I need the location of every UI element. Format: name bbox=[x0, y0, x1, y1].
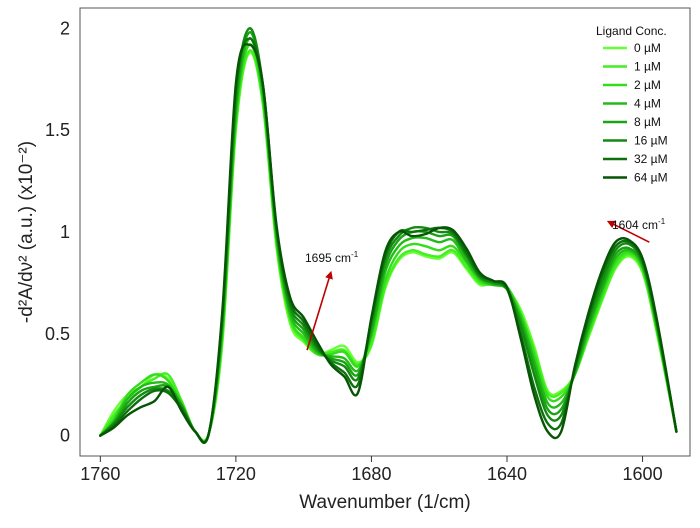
y-tick-label-0: 0 bbox=[60, 426, 70, 446]
series-line-7 bbox=[99, 43, 678, 444]
legend-label-7: 64 µM bbox=[634, 171, 668, 185]
legend-label-1: 1 µM bbox=[634, 60, 661, 74]
legend-label-5: 16 µM bbox=[634, 134, 668, 148]
y-axis-title: -d²A/dν² (a.u.) (x10⁻²) bbox=[16, 141, 37, 323]
x-axis-title: Wavenumber (1/cm) bbox=[299, 492, 470, 513]
y-tick-label-4: 2 bbox=[60, 18, 70, 38]
x-tick-label-2: 1680 bbox=[351, 464, 391, 484]
series-line-5 bbox=[99, 27, 678, 444]
legend-label-2: 2 µM bbox=[634, 78, 661, 92]
series-line-3 bbox=[99, 37, 678, 443]
series-layer bbox=[99, 27, 678, 444]
legend-label-4: 8 µM bbox=[634, 115, 661, 129]
plot-frame bbox=[79, 7, 691, 457]
legend-title: Ligand Conc. bbox=[596, 24, 667, 38]
y-tick-label-2: 1 bbox=[60, 222, 70, 242]
y-tick-label-3: 1.5 bbox=[45, 120, 70, 140]
legend-items: 0 µM 1 µM 2 µM 4 µM 8 µM 16 µM 32 µM 64 µM bbox=[603, 41, 668, 185]
tick-layer: 1760 1720 1680 1640 1600 0 0.5 1 1.5 2 bbox=[45, 18, 663, 484]
legend-label-6: 32 µM bbox=[634, 152, 668, 166]
legend: Ligand Conc. 0 µM 1 µM 2 µM 4 µM 8 µM 16 µM 32… bbox=[596, 24, 668, 185]
series-line-4 bbox=[99, 31, 678, 444]
annotation-label-0: 1695 cm-1 bbox=[305, 250, 359, 265]
annotation-layer: 1695 cm-1 1604 cm-1 bbox=[305, 217, 666, 351]
series-line-6 bbox=[99, 37, 678, 444]
legend-label-0: 0 µM bbox=[634, 41, 661, 55]
annotation-arrow-1 bbox=[606, 220, 650, 243]
y-tick-label-1: 0.5 bbox=[45, 324, 70, 344]
annotation-label-1: 1604 cm-1 bbox=[612, 217, 666, 232]
x-tick-label-3: 1640 bbox=[487, 464, 527, 484]
annotation-arrow-0 bbox=[306, 270, 333, 351]
legend-label-3: 4 µM bbox=[634, 97, 661, 111]
x-tick-label-0: 1760 bbox=[80, 464, 120, 484]
x-tick-label-4: 1600 bbox=[623, 464, 663, 484]
x-tick-label-1: 1720 bbox=[216, 464, 256, 484]
